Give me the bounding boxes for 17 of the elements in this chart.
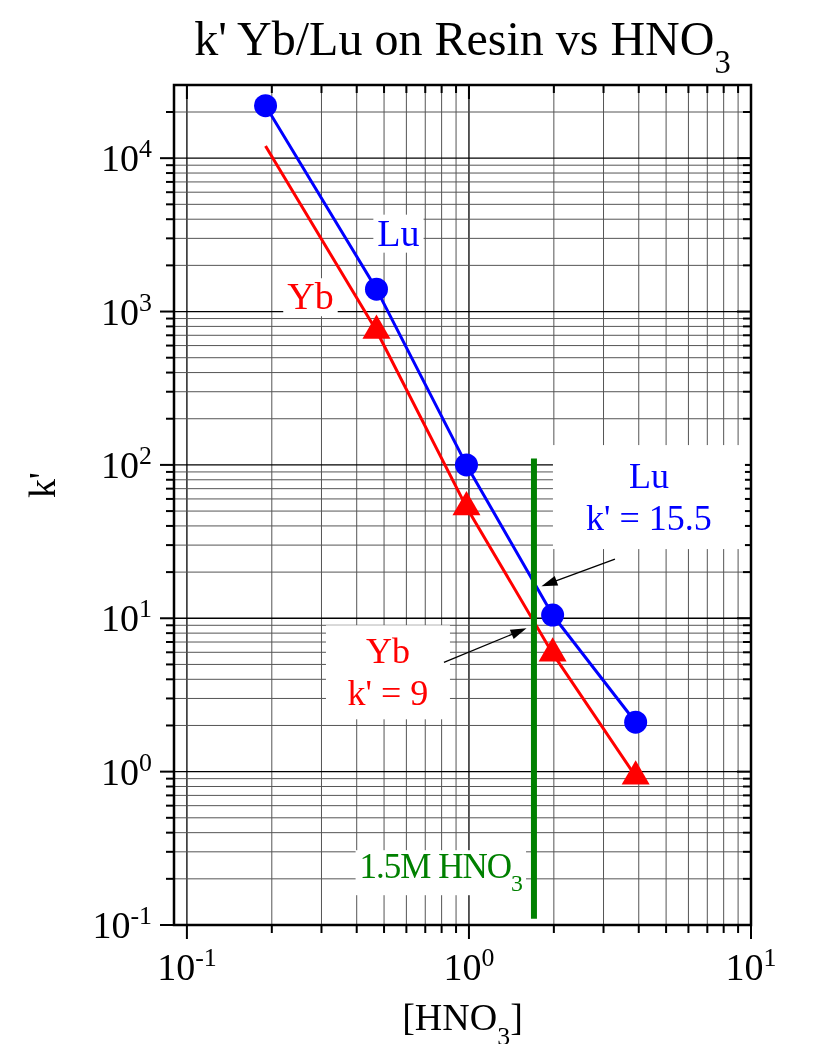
x-axis-title: [HNO$_{3}$] <box>402 996 523 1044</box>
y-tick-label: 10$^{2}$ <box>101 440 152 486</box>
annotation: Yb k' = 9 <box>347 631 429 714</box>
x-tick-label: 10$^{-1}$ <box>157 942 217 988</box>
x-tick-label: 10$^{0}$ <box>443 942 495 988</box>
series-label: 1.5M HNO$_{3}$ <box>359 847 523 897</box>
annotation: Lu k' = 15.5 <box>586 456 712 539</box>
y-axis-title: k' <box>21 472 63 498</box>
series-label: Lu <box>377 211 420 254</box>
y-tick-label: 10$^{0}$ <box>101 747 152 793</box>
series-label: Yb <box>287 275 334 318</box>
y-tick-label: 10$^{1}$ <box>101 593 152 640</box>
x-tick-label: 10$^{1}$ <box>725 942 777 988</box>
y-tick-label: 10$^{4}$ <box>101 133 153 180</box>
y-tick-label: 10$^{-1}$ <box>92 900 152 946</box>
y-tick-label: 10$^{3}$ <box>101 287 152 333</box>
chart-title: k' Yb/Lu on Resin vs HNO$_{3}$ <box>194 12 731 80</box>
